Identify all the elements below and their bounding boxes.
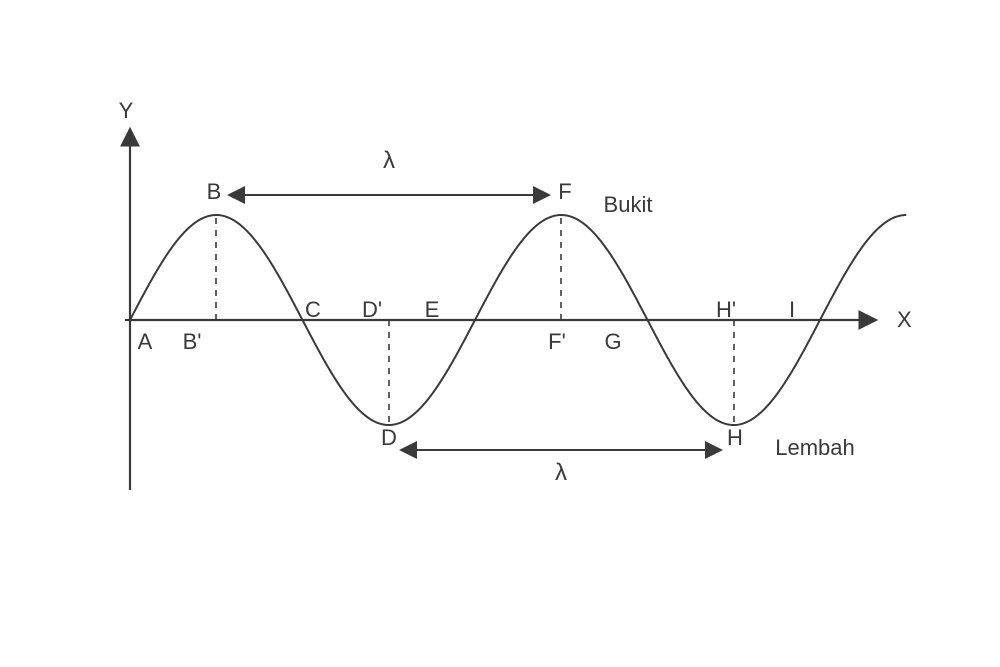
lambda-arrow-bottom-label: λ	[555, 459, 567, 486]
point-label-G: G	[604, 329, 621, 355]
point-label-H: H	[727, 425, 743, 451]
point-label-Bukit: Bukit	[604, 192, 653, 218]
point-label-Lembah: Lembah	[775, 435, 855, 461]
point-label-I: I	[789, 297, 795, 323]
point-label-D': D'	[362, 297, 382, 323]
y-axis-label: Y	[119, 98, 134, 123]
point-label-F': F'	[548, 329, 566, 355]
point-label-A: A	[138, 329, 153, 355]
x-axis-label: X	[897, 307, 912, 332]
point-label-D: D	[381, 425, 397, 451]
point-label-H': H'	[716, 297, 736, 323]
point-label-B': B'	[183, 329, 202, 355]
point-label-C: C	[305, 297, 321, 323]
lambda-arrow-top-label: λ	[383, 147, 395, 174]
point-label-B: B	[207, 179, 222, 205]
point-label-E: E	[425, 297, 440, 323]
point-label-F: F	[558, 179, 571, 205]
